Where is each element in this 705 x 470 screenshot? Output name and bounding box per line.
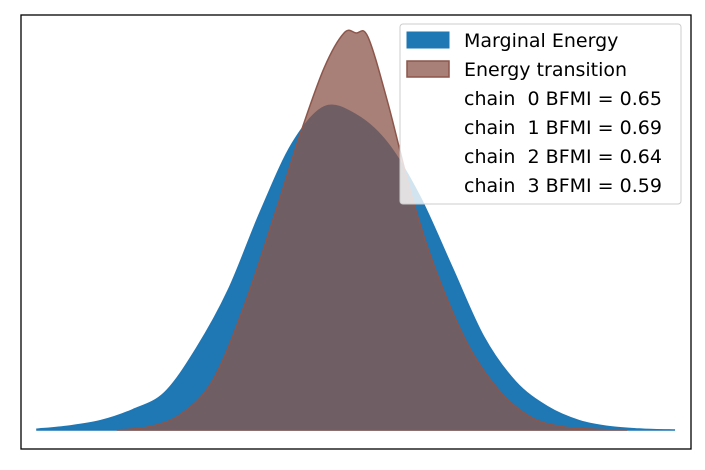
legend-bfmi-chain-0: chain 0 BFMI = 0.65 [464,88,662,110]
legend-box [399,23,682,205]
legend: Marginal Energy Energy transition chain … [399,23,682,205]
density-areas [36,29,676,431]
legend-bfmi-chain-3: chain 3 BFMI = 0.59 [464,175,662,197]
density-area-energy-transition [116,29,628,431]
legend-bfmi-chain-1: chain 1 BFMI = 0.69 [464,117,662,139]
axes-frame [20,14,692,450]
legend-label-marginal-energy: Marginal Energy [464,30,618,52]
legend-label-energy-transition: Energy transition [464,59,627,81]
legend-swatch-energy-transition [406,60,450,78]
legend-bfmi-chain-2: chain 2 BFMI = 0.64 [464,146,662,168]
legend-swatch-marginal-energy [406,31,450,49]
